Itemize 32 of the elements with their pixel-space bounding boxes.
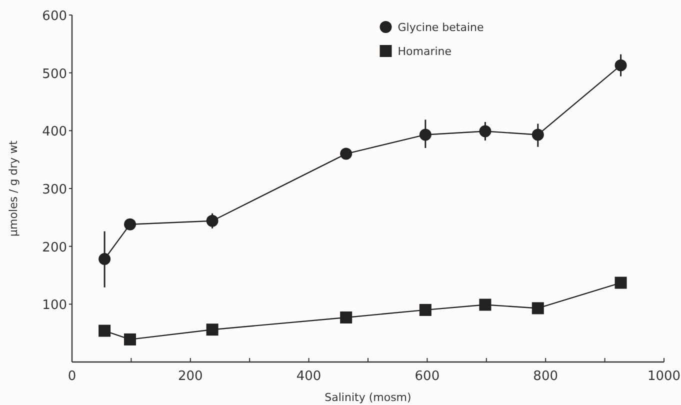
x-axis-title: Salinity (mosm) [324, 391, 412, 404]
point [98, 253, 111, 266]
y-axis-title: µmoles / g dry wt [7, 140, 20, 236]
point [532, 128, 544, 141]
point [206, 214, 218, 227]
y-tick-label: 200 [42, 240, 67, 256]
point [124, 333, 136, 346]
point [479, 298, 492, 311]
x-tick-label: 1000 [647, 369, 681, 384]
y-tick-label: 600 [42, 9, 67, 24]
legend-label: Homarine [398, 45, 452, 58]
point [614, 59, 627, 72]
point [124, 218, 136, 230]
x-tick-label: 600 [414, 369, 440, 384]
point [419, 304, 432, 316]
legend-label: Glycine betaine [398, 21, 484, 34]
x-tick-label: 400 [296, 369, 322, 384]
x-tick-label: 0 [68, 369, 76, 384]
point [98, 324, 111, 337]
point [340, 148, 352, 160]
y-tick-label: 300 [42, 182, 67, 198]
point [419, 128, 432, 141]
point [479, 125, 492, 138]
point [614, 276, 627, 289]
x-tick-label: 800 [533, 369, 558, 384]
y-tick-label: 400 [42, 124, 67, 140]
point [340, 311, 352, 324]
y-tick-label: 500 [42, 66, 67, 82]
point [532, 302, 544, 314]
point [206, 324, 218, 336]
y-tick-label: 100 [42, 298, 67, 314]
x-tick-label: 200 [178, 369, 203, 384]
